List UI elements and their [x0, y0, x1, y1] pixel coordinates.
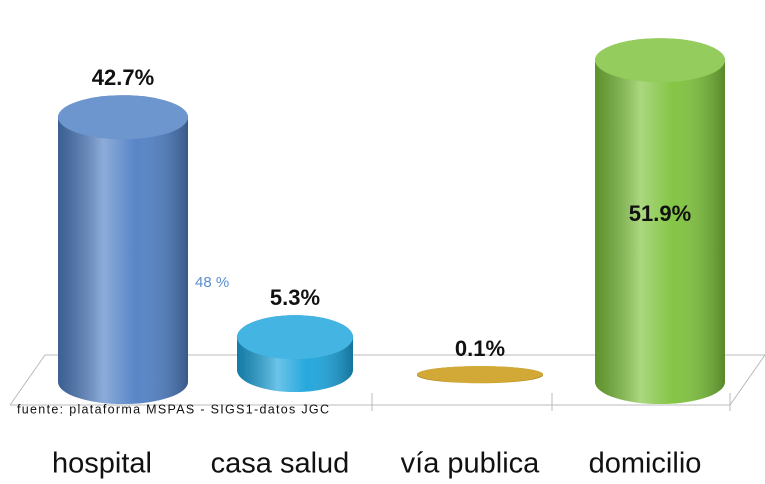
cylinder-shade — [58, 95, 188, 404]
cylinder-shade — [595, 38, 725, 405]
cylinder-top-shine — [58, 95, 188, 140]
source-note: fuente: plataforma MSPAS - SIGS1-datos J… — [17, 402, 329, 416]
x-tick-label: vía publica — [401, 448, 541, 480]
value-label: 51.9% — [629, 201, 691, 226]
value-label: 5.3% — [270, 285, 320, 310]
x-tick-label: casa salud — [211, 448, 350, 480]
cylinder-top-shine — [417, 366, 543, 383]
floor — [9, 354, 765, 411]
cylinder-top — [595, 38, 725, 83]
cylinder-top-shine — [237, 315, 353, 360]
cylinder-top — [417, 366, 543, 383]
cylinder-top — [237, 315, 353, 360]
cylinder-top — [58, 95, 188, 140]
annotation: 48 % — [195, 274, 229, 291]
cylinder-top-shine — [595, 38, 725, 83]
x-tick-label: hospital — [52, 448, 152, 480]
value-label: 42.7% — [92, 65, 154, 90]
value-label: 0.1% — [455, 336, 505, 361]
x-tick-label: domicilio — [589, 448, 702, 480]
